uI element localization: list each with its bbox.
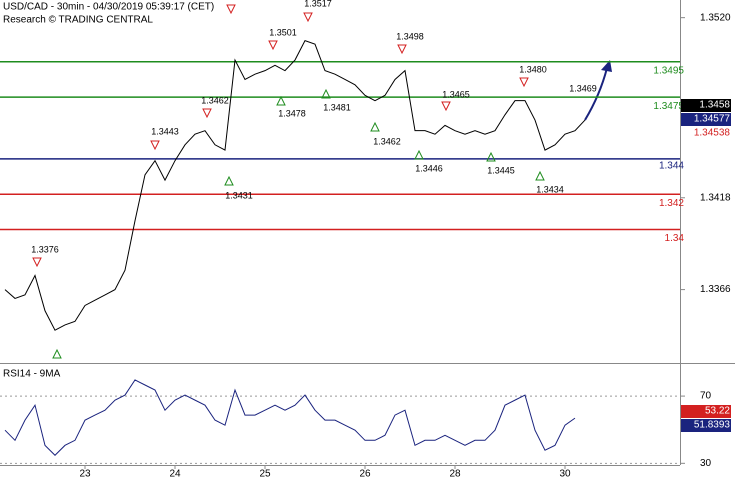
high-label: 1.3498 xyxy=(396,31,424,41)
high-label: 1.3480 xyxy=(519,64,547,74)
x-tick-label: 28 xyxy=(449,469,461,480)
high-label: 1.3376 xyxy=(31,244,59,254)
low-label: 1.3478 xyxy=(278,108,306,118)
high-label: 1.3465 xyxy=(442,89,470,99)
low-marker xyxy=(224,175,234,186)
low-marker xyxy=(535,170,545,181)
readout-box xyxy=(681,113,731,126)
low-label: 1.3431 xyxy=(225,190,253,200)
x-tick-label: 24 xyxy=(169,469,181,480)
low-marker xyxy=(414,149,424,160)
chart-subtitle: Research © TRADING CENTRAL xyxy=(3,15,153,26)
high-label: 1.3443 xyxy=(151,126,179,136)
x-tick-label: 30 xyxy=(559,469,571,480)
readout-box xyxy=(681,405,731,418)
readout-box xyxy=(681,419,731,432)
rsi-title: RSI14 - 9MA xyxy=(3,369,61,380)
y-tick-label: 1.3418 xyxy=(700,192,731,203)
arrow-head xyxy=(601,60,612,72)
readout-label: 1.3458 xyxy=(699,100,730,111)
y-tick-label: 30 xyxy=(700,458,712,469)
low-marker xyxy=(52,348,62,359)
low-label: 1.3445 xyxy=(487,165,515,175)
x-tick-label: 25 xyxy=(259,469,271,480)
high-marker xyxy=(150,140,160,151)
low-marker xyxy=(321,88,331,99)
level-label: 1.34 xyxy=(665,233,685,244)
x-tick-label: 26 xyxy=(359,469,371,480)
high-label: 1.3469 xyxy=(569,83,597,93)
high-label: 1.3462 xyxy=(201,95,229,105)
high-marker xyxy=(519,77,529,88)
level-label: 1.342 xyxy=(659,198,684,209)
readout-label: 53.22 xyxy=(705,406,730,417)
high-marker xyxy=(202,108,212,119)
high-label: 1.3501 xyxy=(269,27,297,37)
x-tick-label: 23 xyxy=(79,469,91,480)
rsi-line xyxy=(4,379,576,456)
high-marker xyxy=(32,257,42,268)
high-marker xyxy=(226,4,236,15)
readout-label: 1.34577 xyxy=(694,114,731,125)
level-label: 1.344 xyxy=(659,161,684,172)
price-line xyxy=(4,39,586,331)
readout-box xyxy=(681,99,731,112)
forecast-arrow xyxy=(584,67,608,121)
low-label: 1.3434 xyxy=(536,184,564,194)
low-marker xyxy=(486,151,496,162)
high-label: 1.3517 xyxy=(304,0,332,8)
readout-label: 1.34538 xyxy=(694,128,731,139)
low-label: 1.3462 xyxy=(373,136,401,146)
y-tick-label: 1.3520 xyxy=(700,12,731,23)
level-label: 1.3475 xyxy=(653,101,684,112)
low-label: 1.3481 xyxy=(323,102,351,112)
high-marker xyxy=(303,12,313,23)
high-marker xyxy=(441,101,451,112)
high-marker xyxy=(268,40,278,51)
y-tick-label: 1.3366 xyxy=(700,284,731,295)
low-label: 1.3446 xyxy=(415,163,443,173)
low-marker xyxy=(370,121,380,132)
level-label: 1.3495 xyxy=(653,65,684,76)
high-marker xyxy=(397,44,407,55)
readout-label: 51.8393 xyxy=(694,420,731,431)
chart-title: USD/CAD - 30min - 04/30/2019 05:39:17 (C… xyxy=(3,2,214,13)
low-marker xyxy=(276,95,286,106)
y-tick-label: 70 xyxy=(700,391,712,402)
